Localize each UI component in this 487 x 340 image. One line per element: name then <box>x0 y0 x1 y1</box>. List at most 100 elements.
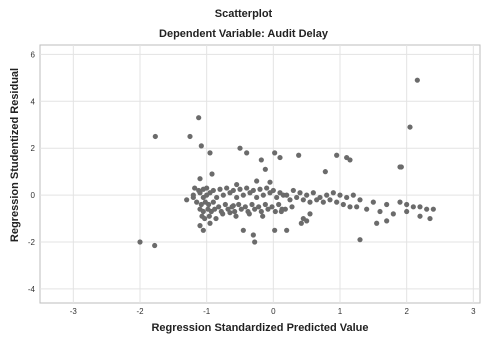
data-point <box>244 185 250 191</box>
y-axis-label: Regression Studentized Residual <box>9 67 21 243</box>
y-tick-label: -4 <box>28 285 36 294</box>
data-point <box>200 208 206 215</box>
data-point <box>213 215 219 222</box>
data-point <box>256 204 262 210</box>
data-point <box>304 192 310 198</box>
data-point <box>320 199 326 205</box>
data-point <box>137 239 143 245</box>
data-point <box>347 204 353 210</box>
data-point <box>384 218 390 224</box>
x-tick-label: -3 <box>70 307 78 316</box>
data-point <box>227 210 233 216</box>
data-point <box>407 124 413 130</box>
data-point <box>242 204 248 210</box>
chart-subtitle: Dependent Variable: Audit Delay <box>159 28 328 40</box>
data-point <box>337 192 343 198</box>
data-point <box>238 206 244 212</box>
data-point <box>265 206 271 212</box>
data-point <box>220 211 226 217</box>
data-point <box>260 192 266 198</box>
tick-labels: -3 -2 -1 0 1 2 3 -4 -2 0 2 4 6 <box>28 50 476 316</box>
data-points <box>137 77 436 249</box>
data-point <box>307 211 313 217</box>
data-point <box>334 152 340 158</box>
data-point <box>260 213 266 219</box>
y-tick-label: 2 <box>31 144 36 153</box>
data-point <box>236 201 242 208</box>
data-point <box>210 199 216 205</box>
data-point <box>357 237 363 243</box>
data-point <box>384 201 390 208</box>
data-point <box>344 194 350 201</box>
data-point <box>220 192 226 198</box>
data-point <box>272 208 278 215</box>
data-point <box>194 199 200 205</box>
data-point <box>212 206 218 212</box>
data-point <box>233 213 239 219</box>
data-point <box>204 185 210 191</box>
data-point <box>230 203 236 209</box>
data-point <box>198 143 204 149</box>
data-point <box>340 201 346 208</box>
data-point <box>184 197 190 203</box>
data-point <box>152 242 158 249</box>
x-tick-label: 1 <box>338 307 343 316</box>
data-point <box>364 206 370 212</box>
grid-lines <box>40 45 480 303</box>
data-point <box>197 190 203 196</box>
data-point <box>370 199 376 205</box>
data-point <box>207 220 213 226</box>
data-point <box>347 157 353 163</box>
data-point <box>250 232 256 238</box>
data-point <box>289 204 295 210</box>
data-point <box>258 157 264 163</box>
data-point <box>414 77 420 83</box>
data-point <box>427 215 433 222</box>
data-point <box>240 227 246 233</box>
data-point <box>262 166 268 172</box>
data-point <box>216 204 222 210</box>
data-point <box>296 152 302 158</box>
data-point <box>262 201 268 208</box>
data-point <box>206 213 212 219</box>
data-point <box>398 164 404 170</box>
data-point <box>307 199 313 205</box>
data-point <box>424 206 430 212</box>
data-point <box>297 190 303 196</box>
data-point <box>196 115 202 121</box>
data-point <box>350 192 356 198</box>
data-point <box>234 194 240 201</box>
data-point <box>300 197 306 203</box>
data-point <box>214 194 220 201</box>
data-point <box>207 190 213 196</box>
data-point <box>222 201 228 208</box>
x-tick-label: 3 <box>471 307 476 316</box>
data-point <box>240 192 246 198</box>
data-point <box>390 211 396 217</box>
data-point <box>354 204 360 210</box>
data-point <box>224 185 230 191</box>
data-point <box>202 215 208 222</box>
data-point <box>198 201 204 208</box>
data-point <box>227 190 233 196</box>
data-point <box>294 194 300 201</box>
chart-title: Scatterplot <box>214 8 273 20</box>
data-point <box>234 181 240 188</box>
data-point <box>410 204 416 210</box>
data-point <box>377 208 383 215</box>
data-point <box>334 199 340 205</box>
data-point <box>290 187 296 194</box>
data-point <box>267 190 273 196</box>
data-point <box>197 176 203 182</box>
data-point <box>232 208 238 215</box>
data-point <box>404 208 410 215</box>
x-tick-label: -1 <box>203 307 211 316</box>
y-tick-label: -2 <box>28 238 36 247</box>
data-point <box>276 201 282 208</box>
y-tick-label: 0 <box>31 191 36 200</box>
x-tick-label: -2 <box>136 307 144 316</box>
data-point <box>257 186 263 192</box>
data-point <box>430 206 436 212</box>
data-point <box>322 169 328 175</box>
